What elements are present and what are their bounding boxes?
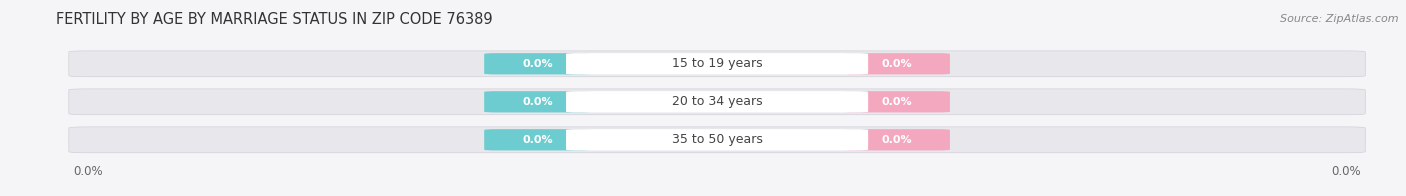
Text: 0.0%: 0.0% xyxy=(882,135,911,145)
FancyBboxPatch shape xyxy=(567,53,868,74)
Text: 0.0%: 0.0% xyxy=(523,59,553,69)
FancyBboxPatch shape xyxy=(844,129,950,151)
FancyBboxPatch shape xyxy=(69,51,1365,77)
Text: 15 to 19 years: 15 to 19 years xyxy=(672,57,762,70)
FancyBboxPatch shape xyxy=(567,129,868,151)
FancyBboxPatch shape xyxy=(484,91,591,113)
Text: Source: ZipAtlas.com: Source: ZipAtlas.com xyxy=(1281,14,1399,24)
Text: 20 to 34 years: 20 to 34 years xyxy=(672,95,762,108)
Text: FERTILITY BY AGE BY MARRIAGE STATUS IN ZIP CODE 76389: FERTILITY BY AGE BY MARRIAGE STATUS IN Z… xyxy=(56,12,494,27)
FancyBboxPatch shape xyxy=(484,53,591,74)
Text: 0.0%: 0.0% xyxy=(882,59,911,69)
FancyBboxPatch shape xyxy=(567,91,868,113)
Text: 35 to 50 years: 35 to 50 years xyxy=(672,133,762,146)
Text: 0.0%: 0.0% xyxy=(523,135,553,145)
FancyBboxPatch shape xyxy=(69,127,1365,153)
Text: 0.0%: 0.0% xyxy=(882,97,911,107)
FancyBboxPatch shape xyxy=(844,53,950,74)
FancyBboxPatch shape xyxy=(844,91,950,113)
Text: 0.0%: 0.0% xyxy=(523,97,553,107)
FancyBboxPatch shape xyxy=(484,129,591,151)
FancyBboxPatch shape xyxy=(69,89,1365,115)
